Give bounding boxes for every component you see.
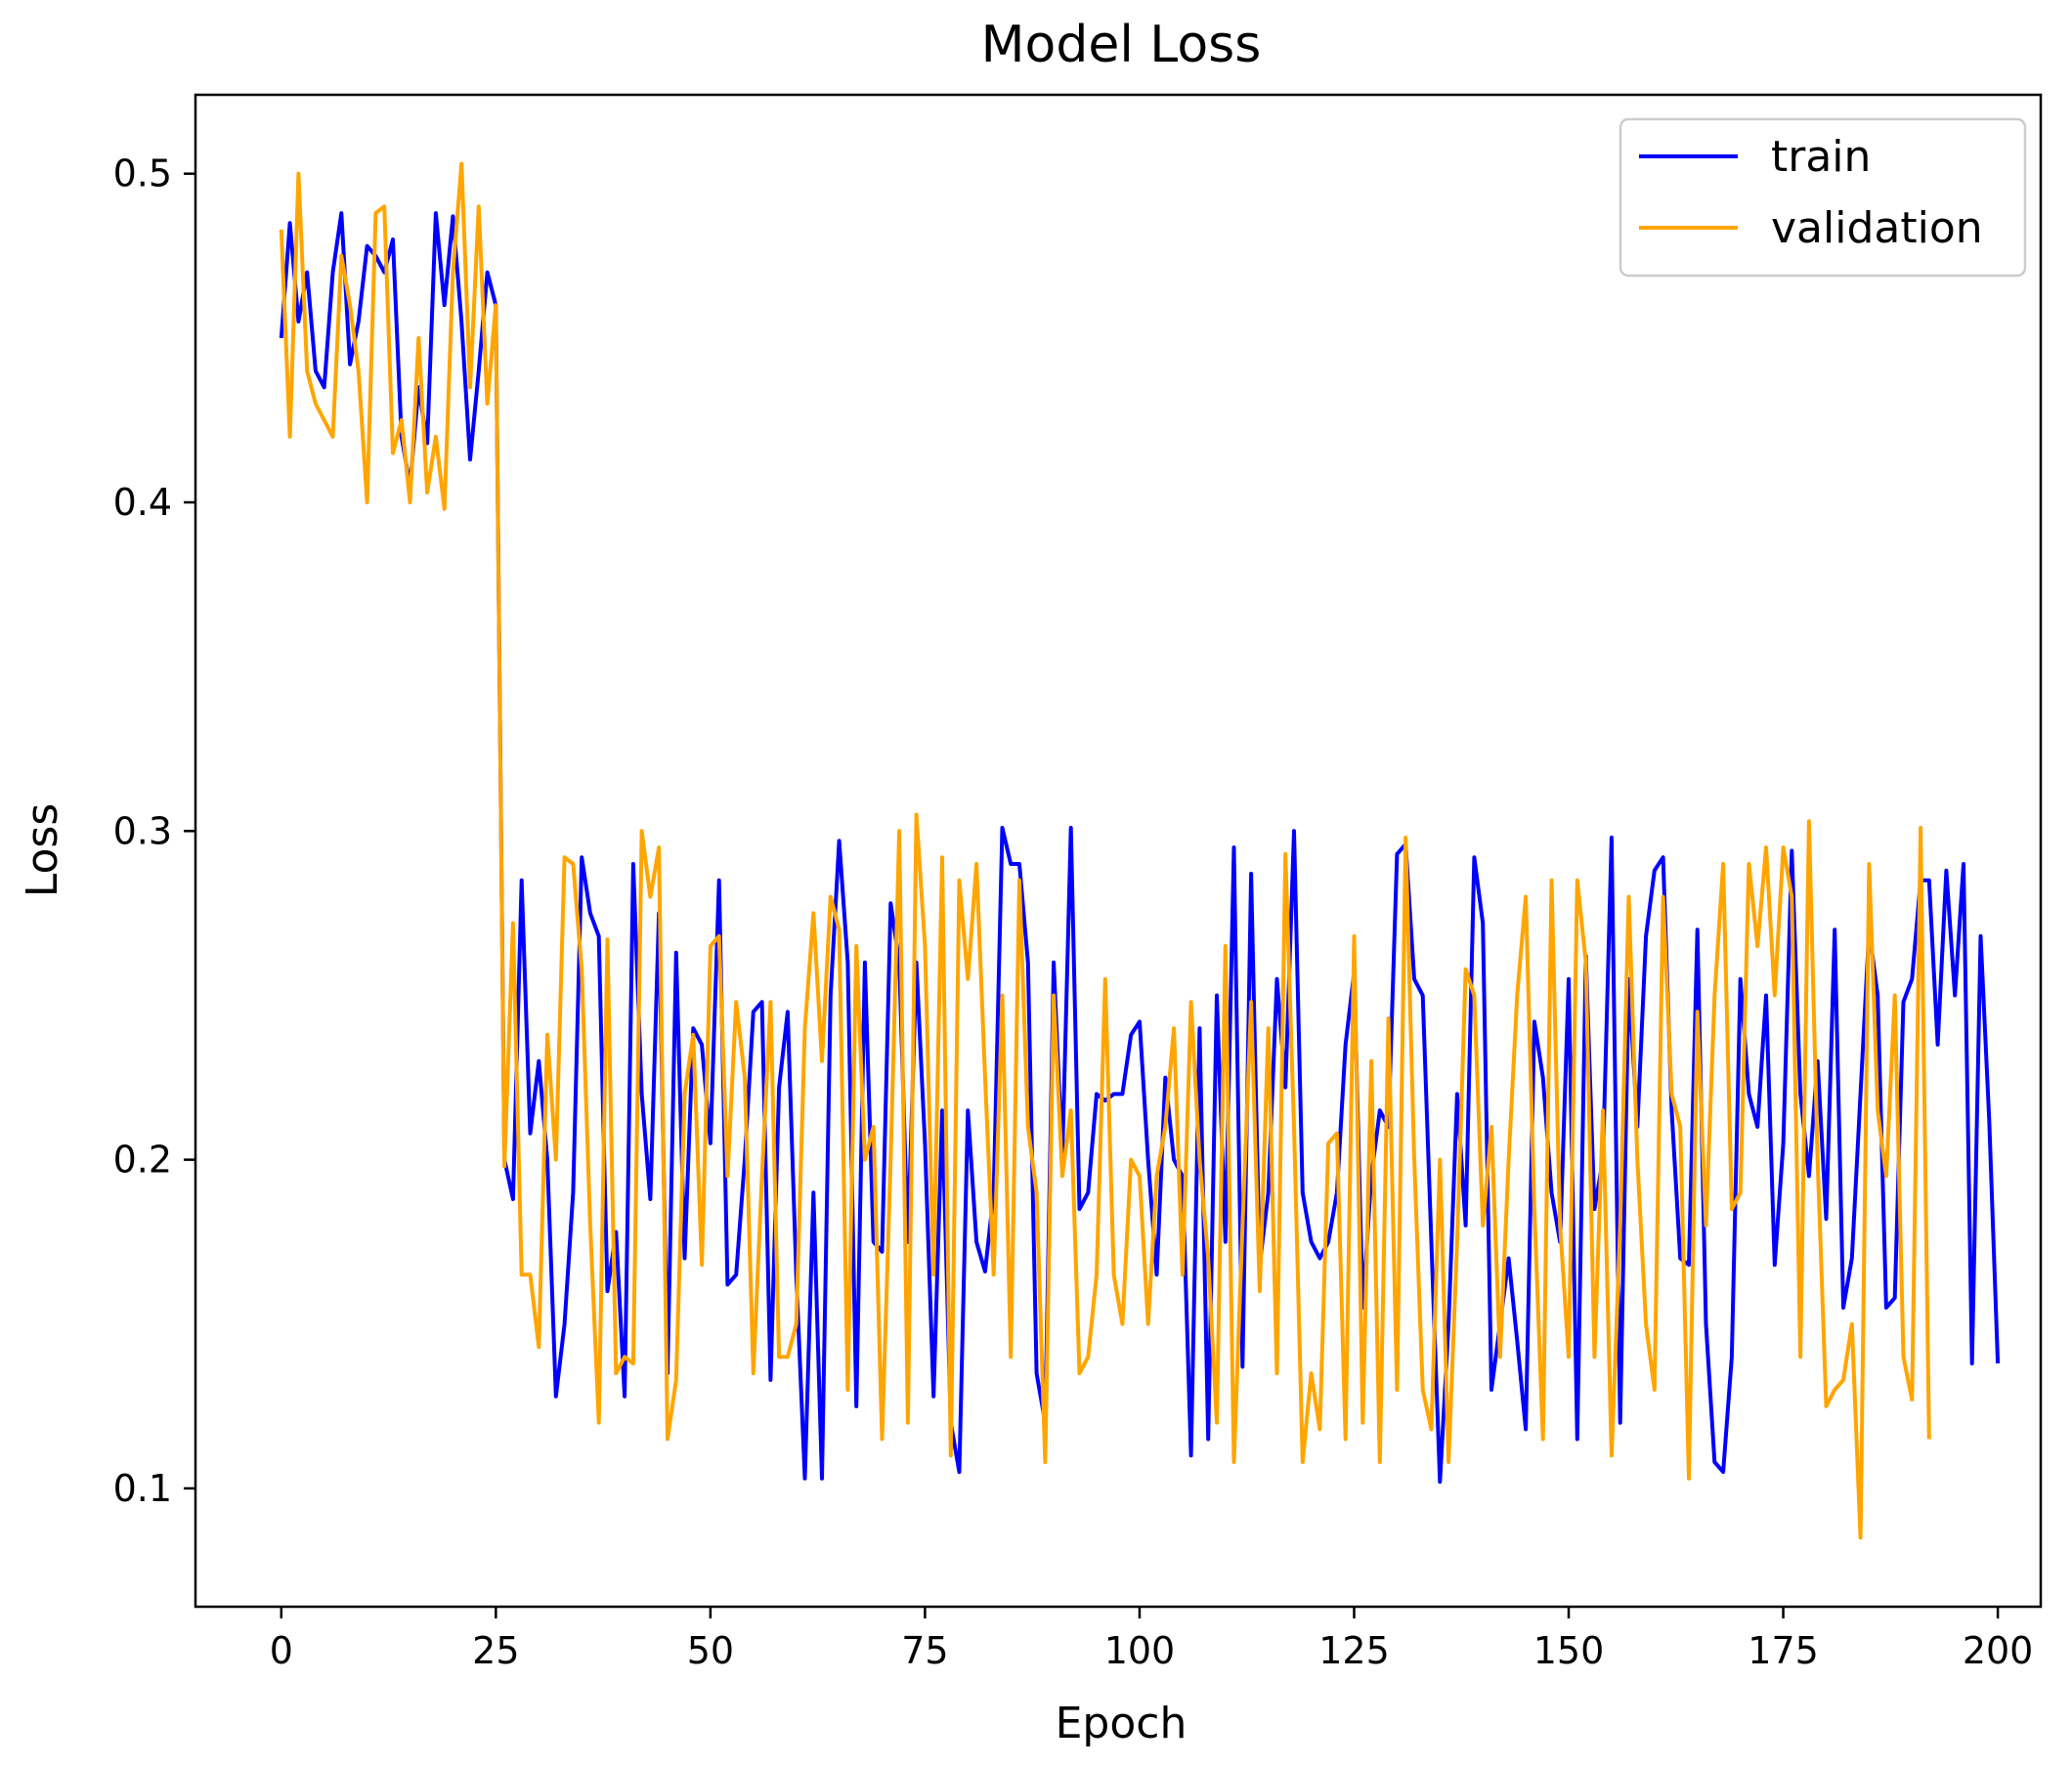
legend: train validation: [1619, 117, 2027, 278]
x-tick-label: 25: [472, 1629, 519, 1672]
plot-lines: [279, 161, 2001, 1540]
y-tick-label: 0.5: [113, 152, 172, 195]
plot-frame: [194, 93, 2043, 1609]
y-tick-label: 0.1: [113, 1467, 172, 1510]
x-tick-label: 0: [270, 1629, 293, 1672]
legend-label-validation: validation: [1771, 203, 1983, 253]
chart-title: Model Loss: [981, 16, 1262, 74]
x-tick-label: 50: [687, 1629, 734, 1672]
x-tick-label: 100: [1104, 1629, 1176, 1672]
x-tick-label: 75: [901, 1629, 948, 1672]
x-tick-label: 175: [1748, 1629, 1819, 1672]
y-tick-label: 0.4: [113, 481, 172, 524]
x-tick-label: 125: [1318, 1629, 1390, 1672]
series-line-validation: [279, 161, 1931, 1540]
series-line-train: [279, 211, 2001, 1485]
legend-label-train: train: [1771, 132, 1871, 182]
x-tick-label: 200: [1963, 1629, 2034, 1672]
y-tick-label: 0.3: [113, 809, 172, 852]
y-tick-label: 0.2: [113, 1139, 172, 1182]
y-axis-title: Loss: [18, 803, 67, 898]
x-tick-label: 150: [1533, 1629, 1605, 1672]
x-axis-title: Epoch: [1056, 1699, 1187, 1748]
x-axis-ticks: 0 25 50 75 100 125 150 175 200: [270, 1607, 2034, 1672]
y-axis-ticks: 0.1 0.2 0.3 0.4 0.5: [113, 152, 195, 1510]
